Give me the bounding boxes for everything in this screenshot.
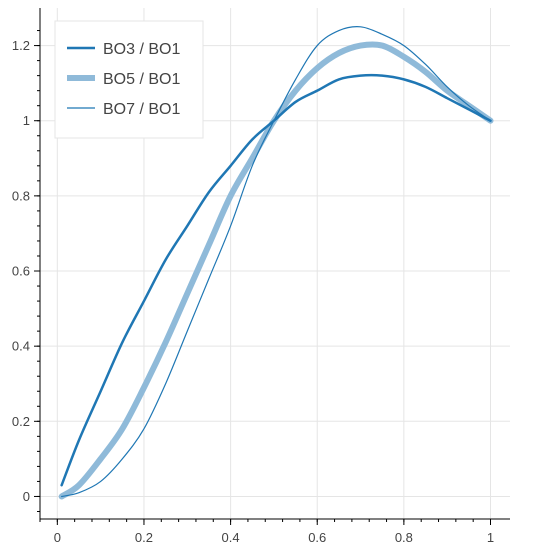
legend-label-2: BO7 / BO1 [103,101,180,118]
series-line-bo3-bo1 [60,73,492,487]
x-tick-label-4: 0.8 [395,530,413,545]
y-tick-label-5: 1 [23,113,30,128]
x-tick-label-3: 0.6 [308,530,326,545]
legend-label-1: BO5 / BO1 [103,71,180,88]
x-tick-label-2: 0.4 [222,530,240,545]
y-tick-label-6: 1.2 [12,38,30,53]
axes: 0 0.2 0.4 0.6 0.8 1 0 0.2 0.4 0.6 0.8 1 1.2 [12,8,510,545]
x-tick-label-5: 1 [487,530,494,545]
legend: BO3 / BO1 BO5 / BO1 BO7 / BO1 [54,20,204,139]
series-lines [58,26,494,500]
x-tick-label-1: 0.2 [135,530,153,545]
y-tick-label-4: 0.8 [12,188,30,203]
x-tick-label-0: 0 [54,530,61,545]
y-tick-label-3: 0.6 [12,264,30,279]
y-tick-label-1: 0.2 [12,414,30,429]
y-tick-label-2: 0.4 [12,339,30,354]
y-tick-label-0: 0 [23,489,30,504]
legend-label-0: BO3 / BO1 [103,41,180,58]
